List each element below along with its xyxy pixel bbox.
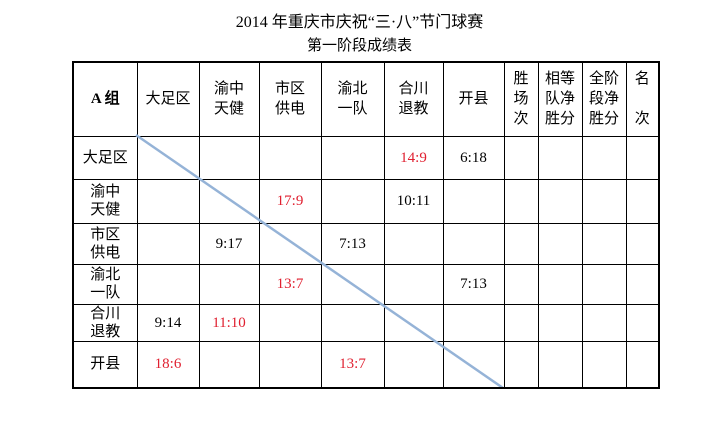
stat-cell <box>581 340 627 389</box>
score-cell: 9:14 <box>136 303 200 342</box>
stat-cell <box>581 178 627 224</box>
stat-cell <box>537 303 583 342</box>
stat-cell <box>503 340 539 389</box>
col-header-dazuqu: 大足区 <box>136 61 200 137</box>
score-cell: 11:10 <box>198 303 260 342</box>
results-table-container: A 组 大足区 渝中 天健 市区 供电 渝北 一队 合川 退教 开县 胜 场 次… <box>72 61 660 389</box>
score-cell <box>442 303 505 342</box>
stat-cell <box>537 340 583 389</box>
score-cell <box>258 135 322 180</box>
stat-cell <box>625 178 660 224</box>
score-cell: 13:7 <box>320 340 385 389</box>
score-cell: 13:7 <box>258 263 322 305</box>
table-row: 渝北 一队 13:7 7:13 <box>72 263 660 305</box>
score-cell <box>198 178 260 224</box>
score-cell: 9:17 <box>198 222 260 265</box>
col-header-rank: 名 次 <box>625 61 660 137</box>
stat-cell <box>581 303 627 342</box>
col-header-yubei-yidui: 渝北 一队 <box>320 61 385 137</box>
score-cell <box>320 135 385 180</box>
score-cell: 17:9 <box>258 178 322 224</box>
row-header-yuzhong-tianjian: 渝中 天健 <box>72 178 138 224</box>
row-header-kaixian: 开县 <box>72 340 138 389</box>
score-cell <box>383 340 444 389</box>
row-header-yubei-yidui: 渝北 一队 <box>72 263 138 305</box>
score-cell <box>320 178 385 224</box>
score-cell <box>198 340 260 389</box>
score-cell <box>442 340 505 389</box>
stat-cell <box>625 222 660 265</box>
score-cell: 7:13 <box>442 263 505 305</box>
stat-cell <box>581 135 627 180</box>
stat-cell <box>625 303 660 342</box>
score-cell: 18:6 <box>136 340 200 389</box>
stat-cell <box>537 222 583 265</box>
score-cell <box>258 340 322 389</box>
stat-cell <box>503 263 539 305</box>
col-header-all-stage-net-score: 全阶 段净 胜分 <box>581 61 627 137</box>
score-cell <box>198 263 260 305</box>
score-cell: 6:18 <box>442 135 505 180</box>
score-cell <box>383 303 444 342</box>
col-header-shiqu-gongdian: 市区 供电 <box>258 61 322 137</box>
score-cell: 14:9 <box>383 135 444 180</box>
document-subtitle: 第一阶段成绩表 <box>306 38 412 54</box>
score-cell <box>198 135 260 180</box>
stat-cell <box>503 303 539 342</box>
table-row: 渝中 天健 17:9 10:11 <box>72 178 660 224</box>
row-header-hechuan-tuijiao: 合川 退教 <box>72 303 138 342</box>
score-cell <box>320 263 385 305</box>
score-cell: 7:13 <box>320 222 385 265</box>
header-row: A 组 大足区 渝中 天健 市区 供电 渝北 一队 合川 退教 开县 胜 场 次… <box>72 61 660 137</box>
stat-cell <box>625 135 660 180</box>
col-header-hechuan-tuijiao: 合川 退教 <box>383 61 444 137</box>
stat-cell <box>537 178 583 224</box>
score-cell <box>383 263 444 305</box>
table-row: 市区 供电 9:17 7:13 <box>72 222 660 265</box>
score-cell <box>136 178 200 224</box>
stat-cell <box>625 340 660 389</box>
row-header-shiqu-gongdian: 市区 供电 <box>72 222 138 265</box>
stat-cell <box>503 178 539 224</box>
table-row: 开县 18:6 13:7 <box>72 340 660 389</box>
score-cell <box>136 263 200 305</box>
stat-cell <box>537 263 583 305</box>
col-header-wins: 胜 场 次 <box>503 61 539 137</box>
stat-cell <box>581 222 627 265</box>
score-cell <box>258 303 322 342</box>
score-cell <box>442 178 505 224</box>
col-header-equal-team-net-score: 相等 队净 胜分 <box>537 61 583 137</box>
stat-cell <box>581 263 627 305</box>
score-cell <box>136 222 200 265</box>
stat-cell <box>503 222 539 265</box>
table-row: 大足区 14:9 6:18 <box>72 135 660 180</box>
document-title: 2014 年重庆市庆祝“三·八”节门球赛 <box>235 14 484 31</box>
col-header-kaixian: 开县 <box>442 61 505 137</box>
table-row: 合川 退教 9:14 11:10 <box>72 303 660 342</box>
score-cell: 10:11 <box>383 178 444 224</box>
stat-cell <box>537 135 583 180</box>
score-cell <box>136 135 200 180</box>
score-cell <box>320 303 385 342</box>
col-header-yuzhong-tianjian: 渝中 天健 <box>198 61 260 137</box>
score-cell <box>442 222 505 265</box>
score-cell <box>258 222 322 265</box>
stat-cell <box>503 135 539 180</box>
group-label-cell: A 组 <box>72 61 138 137</box>
results-table: A 组 大足区 渝中 天健 市区 供电 渝北 一队 合川 退教 开县 胜 场 次… <box>72 61 660 389</box>
score-cell <box>383 222 444 265</box>
row-header-dazuqu: 大足区 <box>72 135 138 180</box>
stat-cell <box>625 263 660 305</box>
